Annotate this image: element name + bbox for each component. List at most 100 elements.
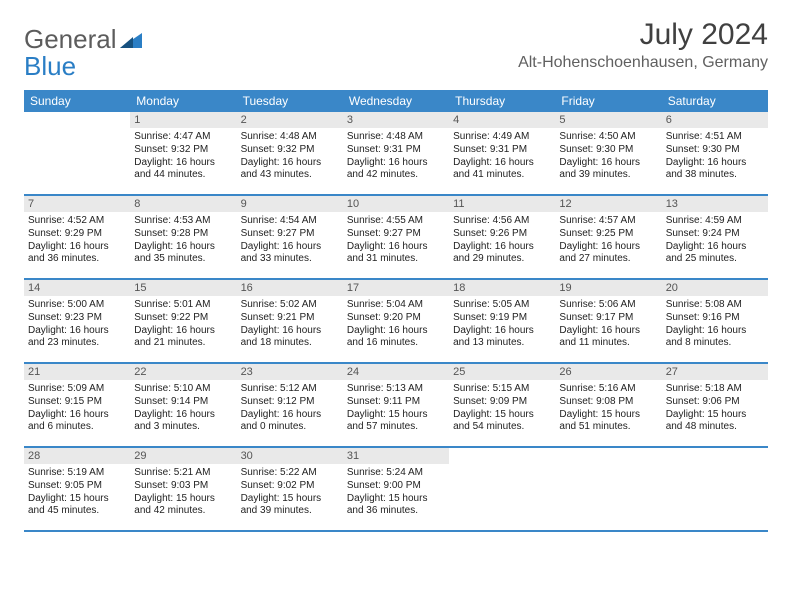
info-line: Sunset: 9:17 PM bbox=[559, 312, 657, 325]
info-line: Sunset: 9:00 PM bbox=[347, 480, 445, 493]
info-line: Sunset: 9:29 PM bbox=[28, 228, 126, 241]
info-line: Sunrise: 5:16 AM bbox=[559, 383, 657, 396]
day-info: Sunrise: 5:05 AMSunset: 9:19 PMDaylight:… bbox=[453, 299, 551, 350]
day-number: 9 bbox=[237, 196, 343, 212]
info-line: Sunrise: 4:57 AM bbox=[559, 215, 657, 228]
day-cell: 31Sunrise: 5:24 AMSunset: 9:00 PMDayligh… bbox=[343, 448, 449, 530]
info-line: Sunrise: 5:02 AM bbox=[241, 299, 339, 312]
day-info: Sunrise: 4:50 AMSunset: 9:30 PMDaylight:… bbox=[559, 131, 657, 182]
info-line: Sunrise: 5:12 AM bbox=[241, 383, 339, 396]
info-line: Daylight: 15 hours bbox=[453, 409, 551, 422]
info-line: Daylight: 16 hours bbox=[241, 325, 339, 338]
dow-cell: Thursday bbox=[449, 90, 555, 112]
info-line: Sunset: 9:21 PM bbox=[241, 312, 339, 325]
day-cell: 25Sunrise: 5:15 AMSunset: 9:09 PMDayligh… bbox=[449, 364, 555, 446]
info-line: and 45 minutes. bbox=[28, 505, 126, 518]
week-row: 28Sunrise: 5:19 AMSunset: 9:05 PMDayligh… bbox=[24, 448, 768, 532]
day-cell: 21 Sunrise: 5:09 AMSunset: 9:15 PMDayligh… bbox=[24, 364, 130, 446]
info-line: and 8 minutes. bbox=[666, 337, 764, 350]
info-line: Daylight: 16 hours bbox=[241, 157, 339, 170]
day-info: Sunrise: 4:48 AMSunset: 9:31 PMDaylight:… bbox=[347, 131, 445, 182]
info-line: Sunset: 9:23 PM bbox=[28, 312, 126, 325]
day-number: 1 bbox=[130, 112, 236, 128]
info-line: and 0 minutes. bbox=[241, 421, 339, 434]
info-line: Sunrise: 5:06 AM bbox=[559, 299, 657, 312]
info-line: Sunset: 9:14 PM bbox=[134, 396, 232, 409]
day-cell: 16Sunrise: 5:02 AMSunset: 9:21 PMDayligh… bbox=[237, 280, 343, 362]
info-line: Sunset: 9:08 PM bbox=[559, 396, 657, 409]
day-cell: 3 Sunrise: 4:48 AMSunset: 9:31 PMDaylight… bbox=[343, 112, 449, 194]
info-line: and 13 minutes. bbox=[453, 337, 551, 350]
day-number: 8 bbox=[130, 196, 236, 212]
info-line: and 57 minutes. bbox=[347, 421, 445, 434]
info-line: Sunset: 9:31 PM bbox=[347, 144, 445, 157]
info-line: and 33 minutes. bbox=[241, 253, 339, 266]
day-number: 25 bbox=[449, 364, 555, 380]
day-info: Sunrise: 5:04 AMSunset: 9:20 PMDaylight:… bbox=[347, 299, 445, 350]
info-line: Sunset: 9:15 PM bbox=[28, 396, 126, 409]
info-line: and 3 minutes. bbox=[134, 421, 232, 434]
info-line: Sunset: 9:09 PM bbox=[453, 396, 551, 409]
day-cell: 7Sunrise: 4:52 AMSunset: 9:29 PMDaylight… bbox=[24, 196, 130, 278]
day-number: 3 bbox=[343, 112, 449, 128]
day-number: 5 bbox=[555, 112, 661, 128]
day-number: 13 bbox=[662, 196, 768, 212]
day-cell: 12Sunrise: 4:57 AMSunset: 9:25 PMDayligh… bbox=[555, 196, 661, 278]
day-info: Sunrise: 5:13 AMSunset: 9:11 PMDaylight:… bbox=[347, 383, 445, 434]
day-cell: 10Sunrise: 4:55 AMSunset: 9:27 PMDayligh… bbox=[343, 196, 449, 278]
info-line: Sunset: 9:11 PM bbox=[347, 396, 445, 409]
day-info: Sunrise: 5:08 AMSunset: 9:16 PMDaylight:… bbox=[666, 299, 764, 350]
info-line: and 18 minutes. bbox=[241, 337, 339, 350]
info-line: and 25 minutes. bbox=[666, 253, 764, 266]
day-cell bbox=[24, 112, 130, 194]
day-cell: 28Sunrise: 5:19 AMSunset: 9:05 PMDayligh… bbox=[24, 448, 130, 530]
day-cell bbox=[449, 448, 555, 530]
day-number: 6 bbox=[662, 112, 768, 128]
dow-cell: Tuesday bbox=[237, 90, 343, 112]
month-title: July 2024 bbox=[518, 18, 768, 52]
day-info: Sunrise: 5:02 AMSunset: 9:21 PMDaylight:… bbox=[241, 299, 339, 350]
info-line: Sunset: 9:22 PM bbox=[134, 312, 232, 325]
info-line: and 42 minutes. bbox=[347, 169, 445, 182]
info-line: Sunset: 9:25 PM bbox=[559, 228, 657, 241]
day-number: 10 bbox=[343, 196, 449, 212]
day-cell: 18Sunrise: 5:05 AMSunset: 9:19 PMDayligh… bbox=[449, 280, 555, 362]
info-line: Sunrise: 4:55 AM bbox=[347, 215, 445, 228]
info-line: Daylight: 16 hours bbox=[559, 157, 657, 170]
day-info: Sunrise: 5:16 AMSunset: 9:08 PMDaylight:… bbox=[559, 383, 657, 434]
info-line: and 11 minutes. bbox=[559, 337, 657, 350]
info-line: and 41 minutes. bbox=[453, 169, 551, 182]
day-number: 4 bbox=[449, 112, 555, 128]
info-line: Daylight: 16 hours bbox=[666, 325, 764, 338]
day-info: Sunrise: 5:10 AMSunset: 9:14 PMDaylight:… bbox=[134, 383, 232, 434]
day-info: Sunrise: 4:53 AMSunset: 9:28 PMDaylight:… bbox=[134, 215, 232, 266]
day-number: 21 bbox=[24, 364, 130, 380]
logo-triangle-icon bbox=[120, 24, 142, 55]
info-line: Sunrise: 5:09 AM bbox=[28, 383, 126, 396]
weeks-container: 1Sunrise: 4:47 AMSunset: 9:32 PMDaylight… bbox=[24, 112, 768, 532]
info-line: Daylight: 16 hours bbox=[347, 157, 445, 170]
day-cell: 27Sunrise: 5:18 AMSunset: 9:06 PMDayligh… bbox=[662, 364, 768, 446]
day-info: Sunrise: 4:49 AMSunset: 9:31 PMDaylight:… bbox=[453, 131, 551, 182]
info-line: and 44 minutes. bbox=[134, 169, 232, 182]
location-label: Alt-Hohenschoenhausen, Germany bbox=[518, 54, 768, 72]
day-number: 23 bbox=[237, 364, 343, 380]
info-line: Sunset: 9:32 PM bbox=[134, 144, 232, 157]
info-line: Sunset: 9:19 PM bbox=[453, 312, 551, 325]
day-cell: 20Sunrise: 5:08 AMSunset: 9:16 PMDayligh… bbox=[662, 280, 768, 362]
day-info: Sunrise: 5:00 AMSunset: 9:23 PMDaylight:… bbox=[28, 299, 126, 350]
info-line: Sunrise: 4:48 AM bbox=[241, 131, 339, 144]
info-line: Daylight: 16 hours bbox=[134, 325, 232, 338]
info-line: Sunrise: 4:48 AM bbox=[347, 131, 445, 144]
day-cell: 15Sunrise: 5:01 AMSunset: 9:22 PMDayligh… bbox=[130, 280, 236, 362]
info-line: Daylight: 16 hours bbox=[28, 409, 126, 422]
day-info: Sunrise: 5:01 AMSunset: 9:22 PMDaylight:… bbox=[134, 299, 232, 350]
info-line: Sunrise: 4:49 AM bbox=[453, 131, 551, 144]
info-line: and 31 minutes. bbox=[347, 253, 445, 266]
day-cell: 30Sunrise: 5:22 AMSunset: 9:02 PMDayligh… bbox=[237, 448, 343, 530]
info-line: Daylight: 15 hours bbox=[241, 493, 339, 506]
day-cell: 1Sunrise: 4:47 AMSunset: 9:32 PMDaylight… bbox=[130, 112, 236, 194]
day-info: Sunrise: 4:57 AMSunset: 9:25 PMDaylight:… bbox=[559, 215, 657, 266]
info-line: Sunrise: 5:24 AM bbox=[347, 467, 445, 480]
day-cell: 24Sunrise: 5:13 AMSunset: 9:11 PMDayligh… bbox=[343, 364, 449, 446]
